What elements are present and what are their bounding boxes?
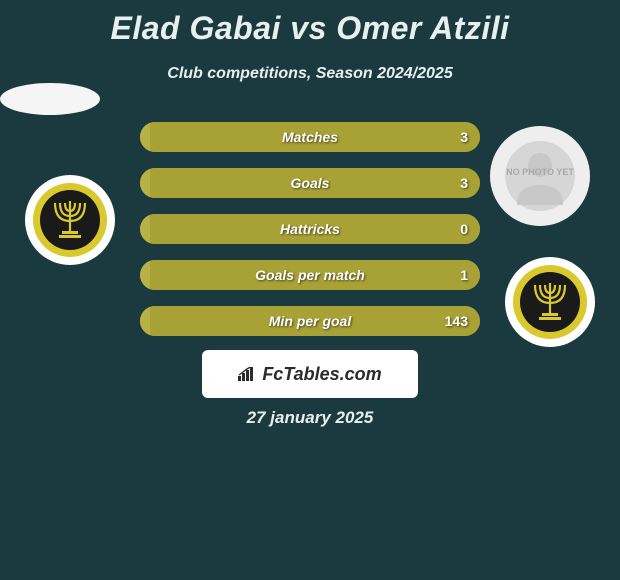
stats-container: Matches 3 Goals 3 Hattricks 0 Goals per match 1… <box>140 122 480 352</box>
stat-value-right: 3 <box>460 129 468 145</box>
stat-value-right: 1 <box>460 267 468 283</box>
comparison-subtitle: Club competitions, Season 2024/2025 <box>0 65 620 83</box>
no-photo-silhouette: NO PHOTO YET <box>505 141 575 211</box>
club-crest-left <box>33 183 107 257</box>
stat-label: Goals <box>291 175 330 191</box>
comparison-title: Elad Gabai vs Omer Atzili <box>0 0 620 47</box>
stat-row: Min per goal 143 <box>140 306 480 336</box>
chart-icon <box>238 367 256 381</box>
stat-fill-left <box>140 168 150 198</box>
stat-label: Min per goal <box>269 313 351 329</box>
player-left-photo <box>0 83 100 115</box>
brand-label: FcTables.com <box>262 364 381 385</box>
snapshot-date: 27 january 2025 <box>0 408 620 428</box>
stat-fill-left <box>140 306 150 336</box>
stat-value-right: 0 <box>460 221 468 237</box>
stat-fill-left <box>140 122 150 152</box>
stat-label: Goals per match <box>255 267 365 283</box>
stat-value-right: 3 <box>460 175 468 191</box>
no-photo-label: NO PHOTO YET <box>505 167 575 177</box>
stat-label: Hattricks <box>280 221 340 237</box>
club-crest-right <box>513 265 587 339</box>
stat-fill-left <box>140 260 150 290</box>
stat-value-right: 143 <box>445 313 468 329</box>
stat-fill-left <box>140 214 150 244</box>
menorah-icon <box>33 183 107 257</box>
stat-row: Goals 3 <box>140 168 480 198</box>
stat-row: Hattricks 0 <box>140 214 480 244</box>
brand-badge: FcTables.com <box>202 350 418 398</box>
club-badge-left <box>25 175 115 265</box>
club-badge-right <box>505 257 595 347</box>
stat-row: Matches 3 <box>140 122 480 152</box>
stat-row: Goals per match 1 <box>140 260 480 290</box>
player-right-photo: NO PHOTO YET <box>490 126 590 226</box>
menorah-icon <box>513 265 587 339</box>
stat-label: Matches <box>282 129 338 145</box>
